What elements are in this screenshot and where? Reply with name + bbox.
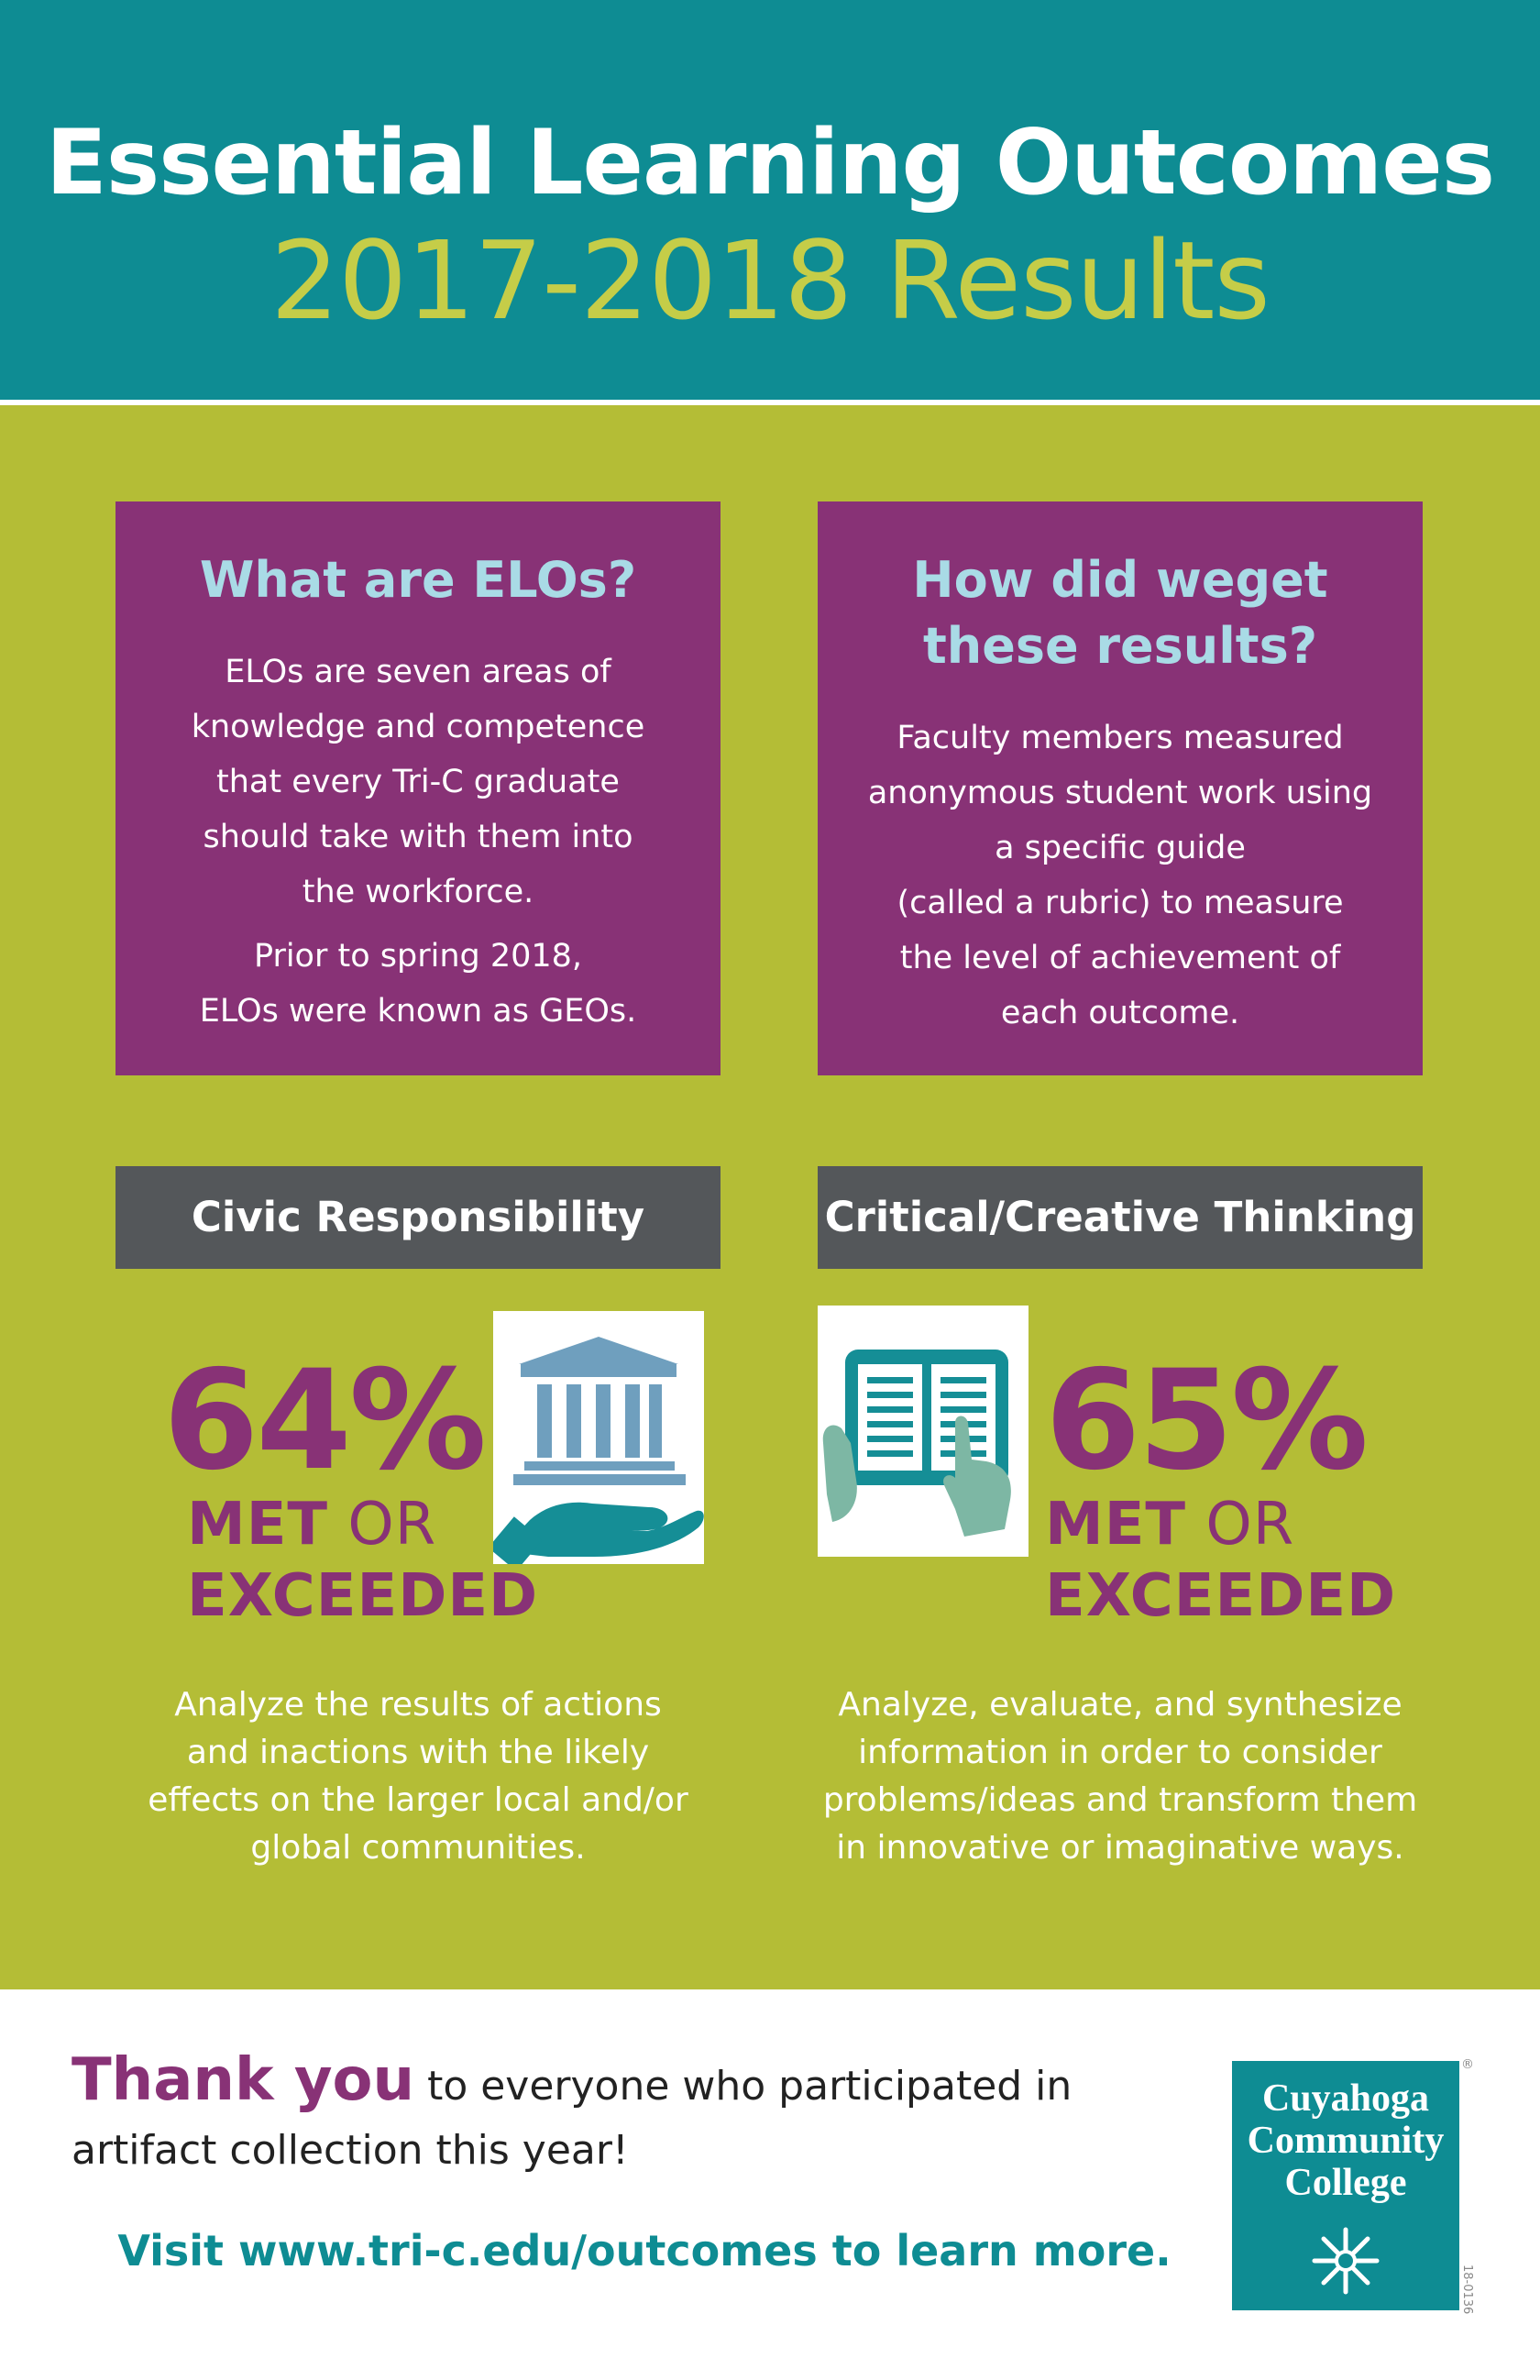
college-logo: Cuyahoga Community College xyxy=(1232,2061,1459,2310)
critical-met-or: MET OR xyxy=(1045,1489,1294,1560)
thank-you-text: to everyone who participated in artifact… xyxy=(72,2063,1072,2174)
government-building-hand-icon xyxy=(488,1311,704,1571)
panel-body-line: ELOs are seven areas of xyxy=(225,654,611,690)
panel-body-line: Faculty members measured xyxy=(896,720,1344,756)
desc-line: global communities. xyxy=(250,1829,586,1867)
panel-body-line: anonymous student work using xyxy=(867,775,1373,811)
critical-thinking-title: Critical/Creative Thinking xyxy=(818,1166,1423,1269)
document-code: 18-0136 xyxy=(1460,2264,1474,2315)
panel-note-line: ELOs were known as GEOs. xyxy=(199,993,637,1030)
or-label: OR xyxy=(1205,1491,1295,1559)
panel-body-line: a specific guide xyxy=(995,830,1246,866)
desc-line: and inactions with the likely xyxy=(186,1734,650,1771)
panel-body-line: knowledge and competence xyxy=(191,709,645,745)
or-label: OR xyxy=(347,1491,437,1559)
panel-body-line: the workforce. xyxy=(302,874,534,910)
header-banner: Essential Learning Outcomes 2017-2018 Re… xyxy=(0,0,1540,400)
panel-body-line: each outcome. xyxy=(1000,995,1240,1031)
civic-description: Analyze the results of actions and inact… xyxy=(116,1681,720,1872)
panel-body-line: should take with them into xyxy=(203,819,633,855)
desc-line: effects on the larger local and/or xyxy=(148,1781,688,1819)
panel-note-line: Prior to spring 2018, xyxy=(253,938,583,975)
desc-line: information in order to consider xyxy=(858,1734,1382,1771)
panel-what-are-elos: What are ELOs? ELOs are seven areas of k… xyxy=(116,501,720,1075)
thank-you-message: Thank you to everyone who participated i… xyxy=(72,2048,1226,2183)
civic-responsibility-title: Civic Responsibility xyxy=(116,1166,720,1269)
logo-text: Cuyahoga Community College xyxy=(1232,2077,1459,2204)
critical-percent: 65% xyxy=(1045,1341,1369,1501)
civic-exceeded: EXCEEDED xyxy=(187,1562,539,1630)
critical-exceeded: EXCEEDED xyxy=(1045,1562,1397,1630)
panel-heading: How did weget xyxy=(912,551,1328,609)
panel-body-line: that every Tri-C graduate xyxy=(216,764,620,800)
sunburst-logo-icon xyxy=(1312,2227,1380,2295)
panel-how-results: How did weget these results? Faculty mem… xyxy=(818,501,1423,1075)
logo-line: College xyxy=(1284,2162,1407,2204)
desc-line: in innovative or imaginative ways. xyxy=(836,1829,1404,1867)
met-label: MET xyxy=(187,1491,329,1559)
logo-line: Community xyxy=(1247,2120,1445,2162)
visit-link-text[interactable]: Visit www.tri-c.edu/outcomes to learn mo… xyxy=(117,2226,1172,2275)
panel-heading: What are ELOs? xyxy=(199,551,637,609)
thank-you-heading: Thank you xyxy=(72,2046,415,2114)
met-label: MET xyxy=(1045,1491,1187,1559)
panel-body-line: (called a rubric) to measure xyxy=(896,885,1344,921)
logo-line: Cuyahoga xyxy=(1261,2077,1430,2120)
critical-description: Analyze, evaluate, and synthesize inform… xyxy=(818,1681,1423,1872)
page-title: Essential Learning Outcomes xyxy=(45,111,1495,215)
civic-met-or: MET OR xyxy=(187,1489,436,1560)
desc-line: problems/ideas and transform them xyxy=(822,1781,1418,1819)
civic-percent: 64% xyxy=(163,1341,487,1501)
panel-heading: these results? xyxy=(922,617,1318,675)
desc-line: Analyze the results of actions xyxy=(174,1686,662,1724)
header-divider xyxy=(0,400,1540,405)
page-subtitle: 2017-2018 Results xyxy=(270,217,1270,344)
registered-mark: ® xyxy=(1461,2057,1474,2072)
desc-line: Analyze, evaluate, and synthesize xyxy=(838,1686,1402,1724)
panel-body-line: the level of achievement of xyxy=(899,940,1341,976)
tablet-reading-icon xyxy=(818,1306,1028,1557)
